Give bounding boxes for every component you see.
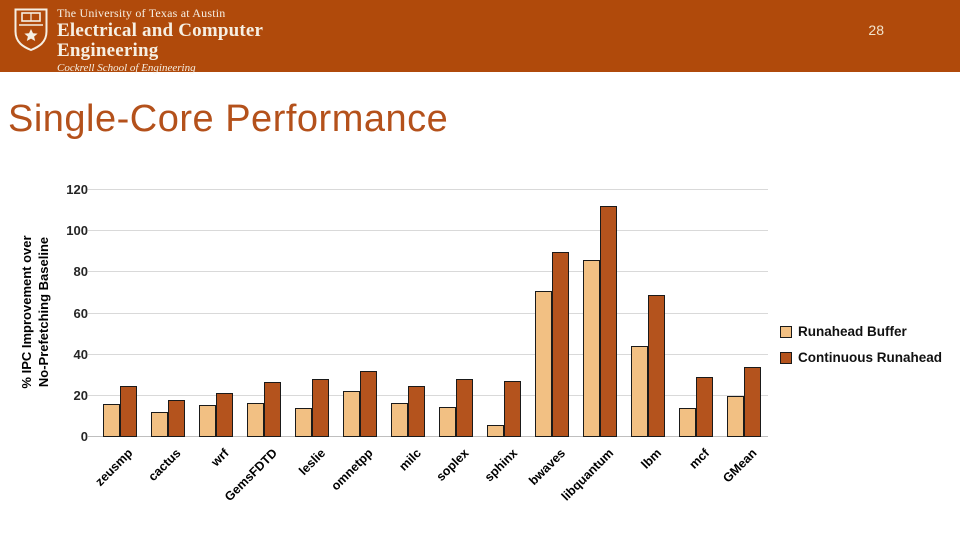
school-name: Cockrell School of Engineering [57,62,196,74]
page-number: 28 [868,22,884,38]
x-tick-label-mcf: mcf [686,446,712,472]
bar-GemsFDTD-runahead-buffer [247,403,264,437]
x-tick-label-bwaves: bwaves [526,446,568,488]
x-tick-label-zeusmp: zeusmp [93,446,136,489]
ut-shield-icon [14,8,48,52]
gridline [88,271,768,273]
gridline [88,312,768,314]
bar-wrf-runahead-buffer [199,405,216,437]
bar-leslie-runahead-buffer [295,408,312,437]
bar-omnetpp-runahead-buffer [343,390,360,437]
x-axis-labels: zeusmp cactus wrf GemsFDTD leslie omnetpp milc… [93,440,768,535]
x-tick-label-omnetpp: omnetpp [328,446,376,494]
university-name: The University of Texas at Austin [57,6,226,20]
y-tick-label: 40 [73,346,88,362]
department-name-line1: Electrical and Computer [57,20,264,41]
plot-area [88,189,768,437]
x-tick-label-GMean: GMean [720,446,760,486]
bar-bwaves-runahead-buffer [535,290,552,437]
gridline [88,230,768,232]
legend-entry-continuous-runahead: Continuous Runahead [780,350,942,365]
legend-label: Continuous Runahead [798,350,942,365]
bar-sphinx-continuous-runahead [504,381,521,437]
x-tick-label-milc: milc [396,446,424,474]
slide-title: Single-Core Performance [8,98,449,140]
bar-libquantum-continuous-runahead [600,206,617,437]
gridline [88,394,768,396]
bar-leslie-continuous-runahead [312,379,329,437]
legend-entry-runahead-buffer: Runahead Buffer [780,324,942,339]
bar-GemsFDTD-continuous-runahead [264,382,281,437]
bar-bwaves-continuous-runahead [552,251,569,437]
x-tick-label-lbm: lbm [638,446,664,472]
gridline [88,353,768,355]
bar-lbm-runahead-buffer [631,346,648,437]
bar-wrf-continuous-runahead [216,392,233,437]
x-tick-label-leslie: leslie [295,446,328,479]
bar-GMean-continuous-runahead [744,367,761,437]
bar-zeusmp-runahead-buffer [103,404,120,437]
legend-swatch-light-icon [780,325,792,338]
x-tick-label-wrf: wrf [208,446,232,470]
bar-libquantum-runahead-buffer [583,259,600,437]
department-name-line2: Engineering [57,40,159,61]
bar-soplex-runahead-buffer [439,407,456,437]
bar-sphinx-runahead-buffer [487,424,504,437]
bar-mcf-continuous-runahead [696,377,713,437]
y-tick-label: 60 [73,305,88,321]
bar-cactus-runahead-buffer [151,412,168,437]
bar-lbm-continuous-runahead [648,294,665,437]
bar-soplex-continuous-runahead [456,379,473,437]
y-tick-label: 100 [66,223,88,239]
university-wordmark: The University of Texas at Austin Electr… [57,6,263,74]
legend-swatch-dark-icon [780,351,792,364]
bar-cactus-continuous-runahead [168,399,185,437]
gridline [88,189,768,190]
y-tick-label: 0 [80,429,88,444]
y-tick-label: 80 [73,264,88,280]
y-tick-label: 120 [66,182,88,197]
bar-omnetpp-continuous-runahead [360,371,377,437]
header-banner: The University of Texas at Austin Electr… [0,0,960,74]
x-tick-label-soplex: soplex [433,446,472,484]
chart-legend: Runahead Buffer Continuous Runahead [780,324,942,376]
bar-mcf-runahead-buffer [679,408,696,437]
y-tick-label: 20 [73,387,88,403]
x-tick-label-sphinx: sphinx [481,446,520,485]
legend-label: Runahead Buffer [798,324,907,339]
bar-zeusmp-continuous-runahead [120,385,137,437]
gridline [88,436,768,437]
y-axis-label-line1: % IPC Improvement over [19,235,34,389]
bar-milc-runahead-buffer [391,403,408,437]
x-tick-label-cactus: cactus [145,446,184,484]
bar-GMean-runahead-buffer [727,395,744,437]
bar-milc-continuous-runahead [408,385,425,437]
